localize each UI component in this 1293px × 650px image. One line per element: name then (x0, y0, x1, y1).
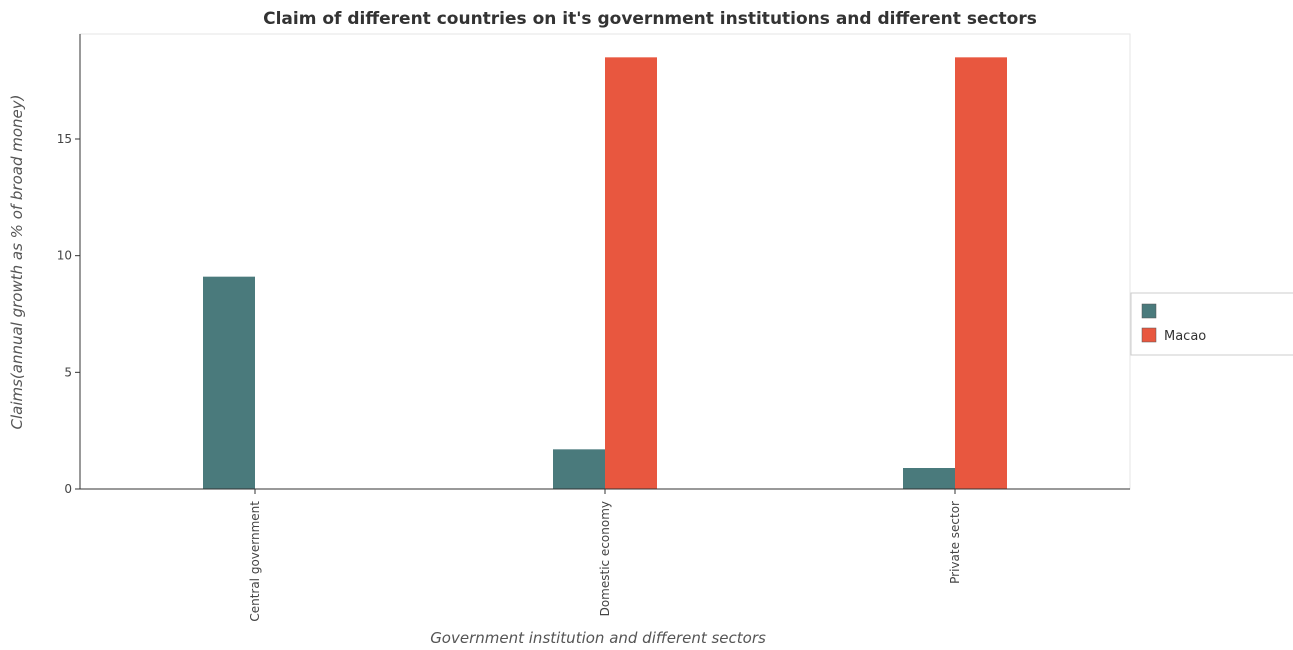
y-tick-label: 10 (57, 249, 72, 263)
x-axis-title: Government institution and different sec… (430, 629, 766, 647)
x-axis: Central government Domestic economy Privat… (80, 488, 1130, 622)
bar-macao-domestic-economy (605, 57, 657, 489)
y-tick-label: 15 (57, 132, 72, 146)
bars (203, 57, 1007, 489)
bar-macao-private-sector (955, 57, 1007, 489)
x-tick-label: Private sector (948, 501, 962, 584)
legend-swatch (1141, 303, 1157, 319)
bar-series-1-domestic-economy (553, 449, 605, 489)
legend-swatch (1141, 327, 1157, 343)
legend-label: Macao (1164, 329, 1206, 344)
bar-series-1-private-sector (903, 468, 955, 489)
chart-title: Claim of different countries on it's gov… (263, 9, 1037, 29)
y-tick-label: 0 (64, 482, 72, 496)
y-axis-title: Claims(annual growth as % of broad money… (8, 94, 26, 429)
legend: Macao (1130, 292, 1293, 356)
y-tick-label: 5 (64, 365, 72, 379)
legend-box (1130, 292, 1293, 356)
y-axis: 0 5 10 15 (57, 34, 81, 496)
x-tick-label: Central government (248, 501, 262, 622)
x-tick-label: Domestic economy (598, 501, 612, 616)
bar-series-1-central-government (203, 276, 255, 489)
